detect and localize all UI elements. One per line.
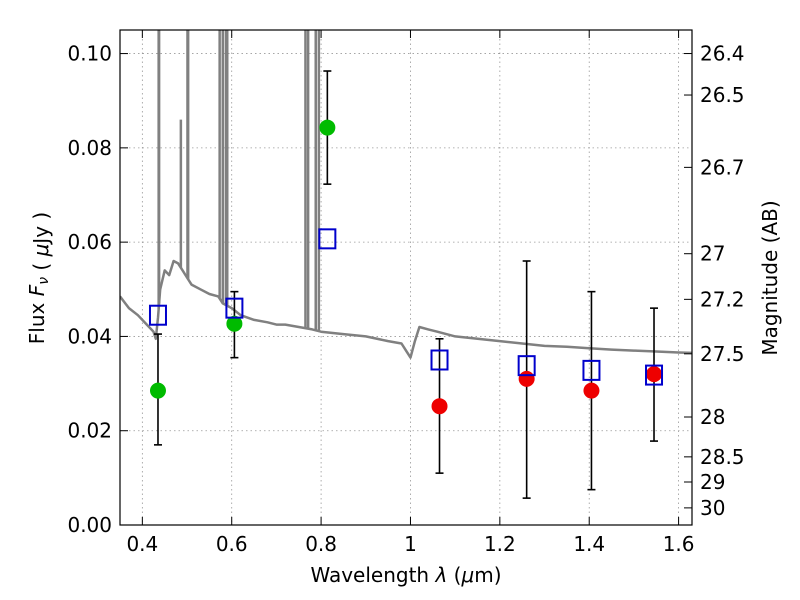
x-tick-label: 1.2 <box>484 532 516 556</box>
plot-frame <box>119 29 693 526</box>
data-point <box>583 382 600 399</box>
sed-model-line <box>120 259 692 359</box>
y-axis-label-part: ν <box>36 277 52 285</box>
y-right-tick-label: 27.2 <box>700 287 745 311</box>
y-axis-label-part: μ <box>29 244 53 258</box>
axis-ticks: 0.4 0.6 0.8 1 1.2 1.4 1.6 0.00 0.02 0.04 0.06 0.08 0… <box>67 30 745 556</box>
y-axis-label-part: Flux <box>25 296 49 344</box>
y-axis-label: Flux Fν ( μJy ) <box>25 212 53 344</box>
x-tick-label: 1.4 <box>573 532 605 556</box>
x-axis-label: Wavelength λ (μm) <box>310 563 501 587</box>
x-tick-label: 1.6 <box>663 532 695 556</box>
x-tick-label: 0.6 <box>216 532 248 556</box>
y-right-tick-label: 26.5 <box>700 83 745 107</box>
y-right-tick-label: 28.5 <box>700 445 745 469</box>
data-point <box>319 119 336 136</box>
y-right-tick-label: 27.5 <box>700 342 745 366</box>
model-flux-square <box>318 228 337 250</box>
model-flux-square <box>148 304 167 326</box>
y-tick-label: 0.02 <box>67 419 112 443</box>
y-tick-label: 0.08 <box>67 136 112 160</box>
y-axis-label-part: ( <box>29 256 53 277</box>
x-axis-label-part: μ <box>460 563 474 587</box>
grid-lines <box>120 30 692 525</box>
y-axis-label-part: F <box>25 284 49 296</box>
x-axis-label-part: λ <box>434 563 447 587</box>
y-tick-label: 0.06 <box>67 230 112 254</box>
sed-model <box>120 30 692 359</box>
data-point <box>149 382 166 399</box>
y-right-tick-label: 29 <box>700 470 725 494</box>
x-axis-label-part: m) <box>474 563 501 587</box>
y-axis-right-label: Magnitude (AB) <box>758 200 782 355</box>
model-flux-square <box>582 359 601 381</box>
y-tick-label: 0.10 <box>67 42 112 66</box>
y-right-tick-label: 26.7 <box>700 155 745 179</box>
x-tick-label: 0.4 <box>126 532 158 556</box>
x-tick-label: 0.8 <box>305 532 337 556</box>
x-axis-label-part: ( <box>447 563 461 587</box>
model-flux-square <box>430 349 449 371</box>
model-flux-square <box>225 297 244 319</box>
y-right-tick-label: 27 <box>700 242 725 266</box>
model-flux-square <box>517 355 536 377</box>
x-axis-label-part: Wavelength <box>310 563 435 587</box>
data-point <box>431 398 448 415</box>
data-point <box>226 315 243 332</box>
plot-background <box>120 30 692 525</box>
y-right-tick-label: 28 <box>700 405 725 429</box>
y-tick-label: 0.04 <box>67 324 112 348</box>
model-flux-square <box>645 364 664 386</box>
y-right-tick-label: 26.4 <box>700 42 745 66</box>
y-right-tick-label: 30 <box>700 496 725 520</box>
data-points <box>148 70 664 499</box>
data-point <box>646 366 663 383</box>
y-axis-label-part: Jy ) <box>29 212 53 246</box>
data-point <box>518 370 535 387</box>
y-tick-label: 0.00 <box>67 513 112 537</box>
x-tick-label: 1 <box>404 532 417 556</box>
